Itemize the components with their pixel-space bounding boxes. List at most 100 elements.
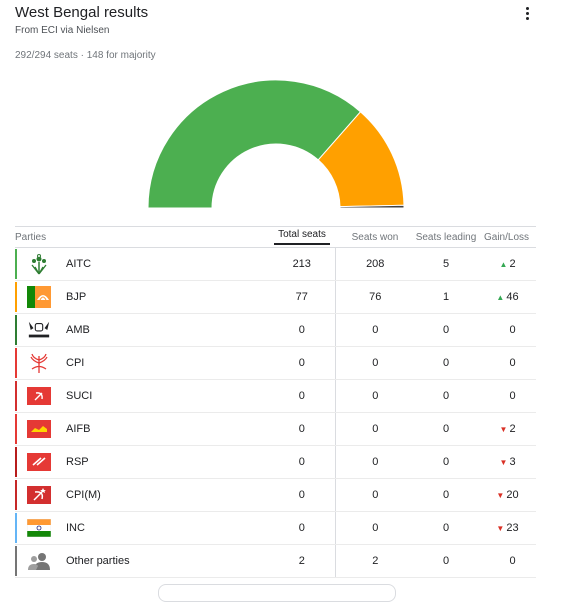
- seats-won-value: 2: [335, 544, 415, 578]
- table-row[interactable]: AIFB 0 0 0 ▼ 2: [15, 412, 536, 446]
- party-name: AMB: [66, 324, 90, 336]
- gain-loss-cell: 0: [477, 379, 536, 413]
- gain-loss-value: 0: [509, 390, 516, 402]
- triangle-down-icon: ▼: [499, 425, 508, 434]
- party-color-bar: [15, 249, 17, 279]
- total-seats-value: 0: [269, 478, 336, 512]
- table-row[interactable]: AITC 213 208 5 ▲ 2: [15, 247, 536, 281]
- chart-segment-other-parties[interactable]: [339, 204, 405, 209]
- party-name: AIFB: [66, 423, 91, 435]
- triangle-down-icon: ▼: [496, 491, 505, 500]
- seats-won-value: 0: [335, 478, 415, 512]
- card-title: West Bengal results: [15, 4, 149, 21]
- table-row[interactable]: AMB 0 0 0 0: [15, 313, 536, 347]
- suci-red-flag: [27, 385, 51, 407]
- triangle-down-icon: ▼: [496, 524, 505, 533]
- total-seats-value: 2: [269, 544, 336, 578]
- gain-loss-value: 23: [506, 522, 519, 534]
- header-total-seats[interactable]: Total seats: [269, 226, 335, 248]
- party-name: BJP: [66, 291, 87, 303]
- header-parties: Parties: [15, 226, 269, 248]
- header-seats-won[interactable]: Seats won: [335, 226, 415, 248]
- amb-symbol: [27, 319, 51, 341]
- triangle-down-icon: ▼: [499, 458, 508, 467]
- source-label: From ECI via Nielsen: [15, 25, 110, 36]
- seats-won-value: 0: [335, 412, 415, 446]
- seat-semi-donut-chart: [147, 79, 405, 209]
- party-cell: Other parties: [15, 544, 269, 578]
- party-cell: RSP: [15, 445, 269, 479]
- gain-loss-value: 20: [506, 489, 519, 501]
- seats-won-value: 0: [335, 346, 415, 380]
- party-cell: SUCI: [15, 379, 269, 413]
- gain-loss-cell: ▲ 2: [477, 247, 536, 281]
- total-seats-value: 0: [269, 313, 336, 347]
- chart-segment-aitc[interactable]: [147, 79, 362, 209]
- seats-leading-value: 0: [415, 544, 477, 578]
- table-row[interactable]: CPI 0 0 0 0: [15, 346, 536, 380]
- gain-loss-value: 0: [509, 357, 516, 369]
- party-cell: CPI: [15, 346, 269, 380]
- header-gain-loss[interactable]: Gain/Loss: [477, 226, 536, 248]
- party-color-bar: [15, 381, 17, 411]
- party-cell: AIFB: [15, 412, 269, 446]
- party-color-bar: [15, 513, 17, 543]
- more-vert-icon[interactable]: [519, 4, 535, 22]
- show-more-button[interactable]: [158, 584, 396, 602]
- gain-loss-cell: 0: [477, 544, 536, 578]
- party-cell: CPI(M): [15, 478, 269, 512]
- triangle-up-icon: ▲: [496, 293, 505, 302]
- party-name: INC: [66, 522, 85, 534]
- cpim-red-flag: [27, 484, 51, 506]
- table-row[interactable]: RSP 0 0 0 ▼ 3: [15, 445, 536, 479]
- bjp-lotus-flag: [27, 286, 51, 308]
- gain-loss-cell: ▼ 23: [477, 511, 536, 545]
- party-color-bar: [15, 348, 17, 378]
- table-row[interactable]: SUCI 0 0 0 0: [15, 379, 536, 413]
- seats-leading-value: 0: [415, 412, 477, 446]
- party-name: RSP: [66, 456, 89, 468]
- inc-tricolor-flag: [27, 517, 51, 539]
- group-people-icon: [27, 550, 51, 572]
- total-seats-value: 0: [269, 346, 336, 380]
- seats-won-value: 0: [335, 313, 415, 347]
- party-cell: AMB: [15, 313, 269, 347]
- gain-loss-cell: ▼ 20: [477, 478, 536, 512]
- gain-loss-value: 0: [509, 324, 516, 336]
- gain-loss-value: 0: [509, 555, 516, 567]
- table-row[interactable]: Other parties 2 2 0 0: [15, 544, 536, 578]
- table-row[interactable]: CPI(M) 0 0 0 ▼ 20: [15, 478, 536, 512]
- seats-leading-value: 5: [415, 247, 477, 281]
- party-name: CPI(M): [66, 489, 101, 501]
- header-seats-leading[interactable]: Seats leading: [415, 226, 477, 248]
- gain-loss-value: 3: [509, 456, 516, 468]
- gain-loss-value: 2: [509, 258, 516, 270]
- seats-leading-value: 0: [415, 478, 477, 512]
- gain-loss-cell: 0: [477, 313, 536, 347]
- party-name: Other parties: [66, 555, 130, 567]
- gain-loss-value: 2: [509, 423, 516, 435]
- party-color-bar: [15, 282, 17, 312]
- seats-won-value: 0: [335, 379, 415, 413]
- party-color-bar: [15, 480, 17, 510]
- party-color-bar: [15, 315, 17, 345]
- party-color-bar: [15, 447, 17, 477]
- gain-loss-cell: ▲ 46: [477, 280, 536, 314]
- results-table: Parties Total seats Seats won Seats lead…: [15, 226, 536, 578]
- table-header-row: Parties Total seats Seats won Seats lead…: [15, 226, 536, 248]
- table-row[interactable]: BJP 77 76 1 ▲ 46: [15, 280, 536, 314]
- total-seats-value: 0: [269, 412, 336, 446]
- seats-won-value: 0: [335, 511, 415, 545]
- total-seats-value: 77: [269, 280, 336, 314]
- seats-leading-value: 0: [415, 445, 477, 479]
- aitc-flower-grass-logo: [27, 253, 51, 275]
- seats-leading-value: 0: [415, 379, 477, 413]
- party-name: SUCI: [66, 390, 93, 402]
- table-row[interactable]: INC 0 0 0 ▼ 23: [15, 511, 536, 545]
- party-color-bar: [15, 414, 17, 444]
- gain-loss-cell: ▼ 3: [477, 445, 536, 479]
- party-cell: INC: [15, 511, 269, 545]
- rsp-red-flag: [27, 451, 51, 473]
- total-seats-value: 0: [269, 511, 336, 545]
- seat-summary: 292/294 seats · 148 for majority: [15, 50, 156, 61]
